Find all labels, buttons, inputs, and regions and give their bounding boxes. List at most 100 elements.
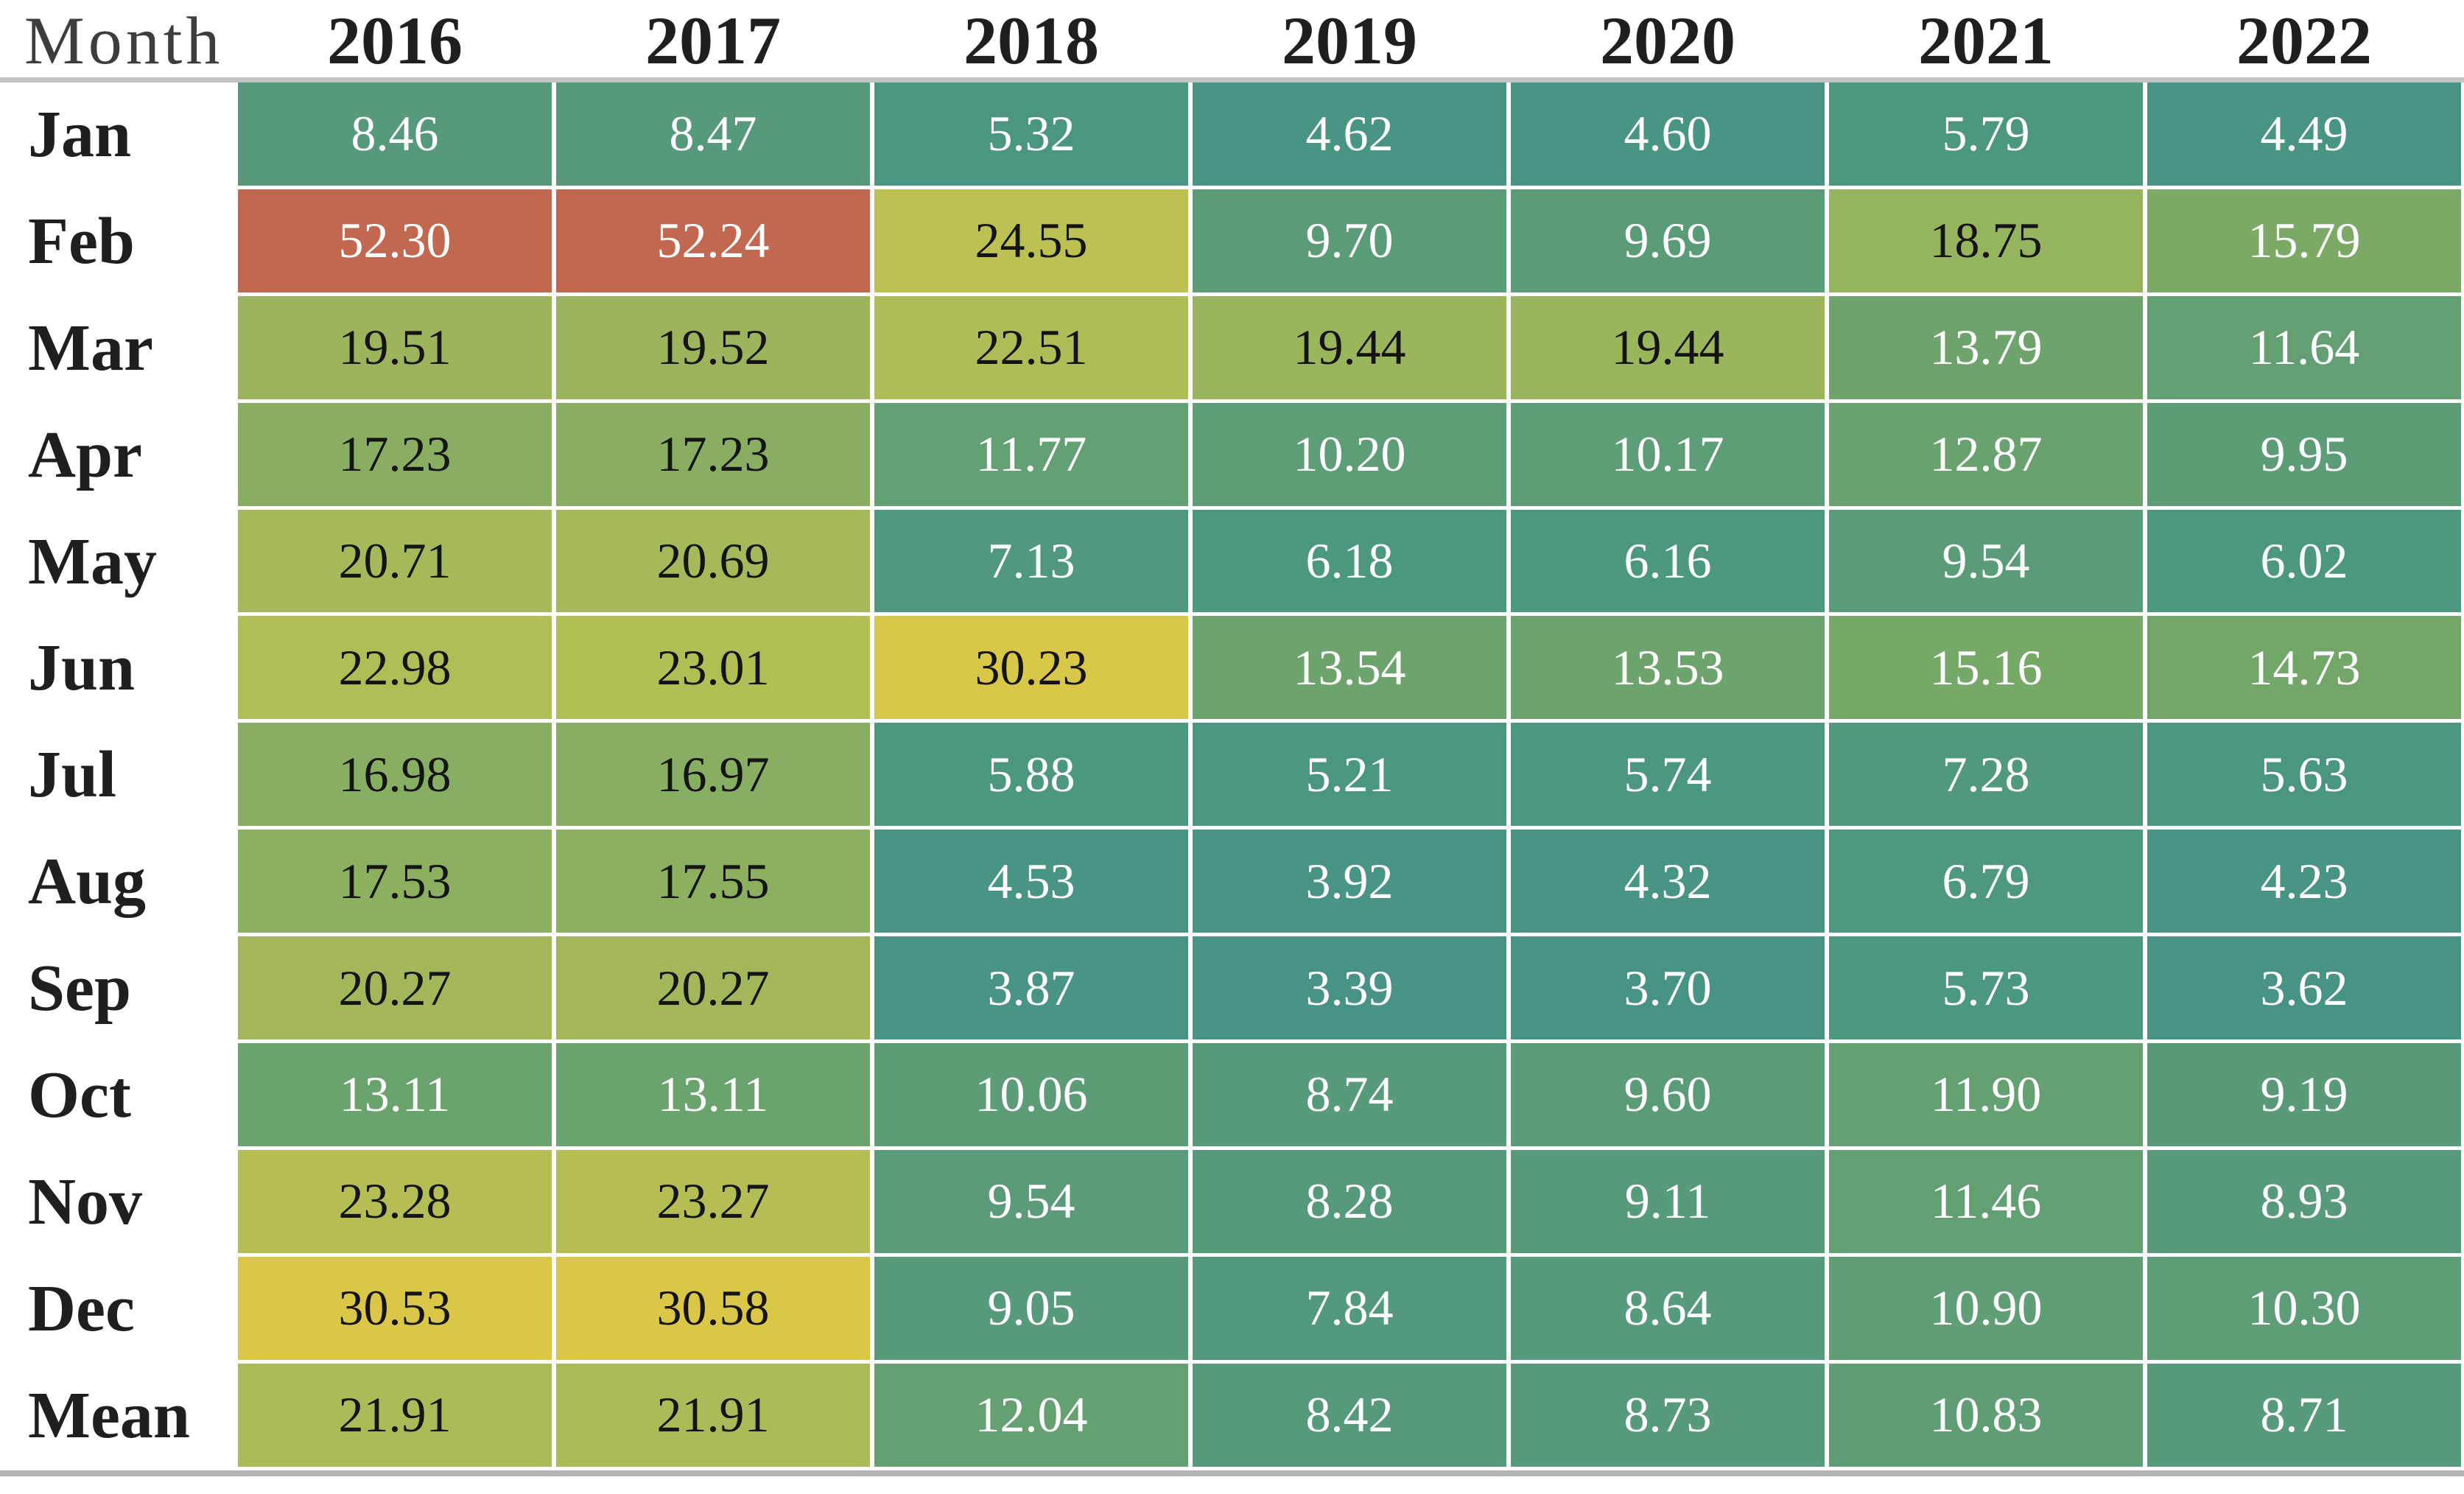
heatmap-cell-Apr-2021: 12.87 [1827,401,2145,508]
cell-value: 7.28 [1829,723,2143,827]
cell-value: 23.27 [556,1149,870,1253]
heatmap-cell-Jan-2017: 8.47 [554,81,872,188]
heatmap-cell-Feb-2020: 9.69 [1509,188,1827,295]
row-label-Feb: Feb [0,187,236,295]
cell-value: 9.95 [2147,402,2461,506]
heatmap-cell-May-2021: 9.54 [1827,508,2145,615]
cell-value: 3.62 [2147,936,2461,1040]
cell-value: 8.46 [238,83,552,186]
heatmap-cell-Jun-2020: 13.53 [1509,614,1827,721]
cell-value: 6.79 [1829,830,2143,933]
heatmap-cell-Aug-2017: 17.55 [554,828,872,935]
cell-value: 8.71 [2147,1363,2461,1467]
heatmap-cell-Apr-2019: 10.20 [1190,401,1509,508]
cell-value: 8.64 [1511,1256,1825,1360]
column-header-month: Month [24,3,224,78]
cell-value: 16.97 [556,723,870,827]
heatmap-cell-Oct-2017: 13.11 [554,1042,872,1148]
cell-value: 10.30 [2147,1256,2461,1360]
row-label-Nov: Nov [0,1148,236,1255]
cell-value: 8.28 [1193,1149,1506,1253]
heatmap-cell-Sep-2016: 20.27 [236,935,554,1042]
cell-value: 10.90 [1829,1256,2143,1360]
column-header-year-2022: 2022 [2236,3,2372,78]
cell-value: 9.11 [1511,1149,1825,1253]
cell-value: 20.27 [238,936,552,1040]
heatmap-cell-Nov-2019: 8.28 [1190,1148,1509,1255]
cell-value: 52.24 [556,189,870,292]
cell-value: 5.32 [874,83,1188,186]
cell-value: 17.55 [556,830,870,933]
heatmap-cell-Apr-2017: 17.23 [554,401,872,508]
heatmap-cell-Dec-2017: 30.58 [554,1255,872,1362]
heatmap-cell-Jul-2017: 16.97 [554,721,872,828]
cell-value: 7.13 [874,509,1188,613]
cell-value: 14.73 [2147,616,2461,720]
heatmap-cell-Oct-2019: 8.74 [1190,1042,1509,1148]
heatmap-cell-Mean-2017: 21.91 [554,1362,872,1469]
heatmap-cell-Dec-2019: 7.84 [1190,1255,1509,1362]
column-header-year-2017: 2017 [645,3,781,78]
cell-value: 30.53 [238,1256,552,1360]
heatmap-cell-Jan-2018: 5.32 [872,81,1190,188]
row-label-Aug: Aug [0,828,236,936]
heatmap-cell-Mean-2016: 21.91 [236,1362,554,1469]
cell-value: 19.44 [1193,295,1506,399]
cell-value: 9.54 [874,1149,1188,1253]
cell-value: 19.44 [1511,295,1825,399]
heatmap-cell-Mean-2022: 8.71 [2145,1362,2463,1469]
heatmap-cell-Oct-2022: 9.19 [2145,1042,2463,1148]
heatmap-cell-Mar-2017: 19.52 [554,295,872,401]
cell-value: 12.04 [874,1363,1188,1467]
cell-value: 15.16 [1829,616,2143,720]
cell-value: 17.23 [556,402,870,506]
cell-value: 10.17 [1511,402,1825,506]
heatmap-cell-Jan-2019: 4.62 [1190,81,1509,188]
cell-value: 5.79 [1829,83,2143,186]
row-label-Apr: Apr [0,401,236,508]
cell-value: 52.30 [238,189,552,292]
cell-value: 9.60 [1511,1043,1825,1146]
row-label-May: May [0,508,236,615]
heatmap-cell-Jun-2021: 15.16 [1827,614,2145,721]
heatmap-cell-Jan-2016: 8.46 [236,81,554,188]
cell-value: 10.06 [874,1043,1188,1146]
cell-value: 6.02 [2147,509,2461,613]
cell-value: 17.53 [238,830,552,933]
heatmap-cell-Jun-2018: 30.23 [872,614,1190,721]
heatmap-cell-Mar-2016: 19.51 [236,295,554,401]
cell-value: 4.60 [1511,83,1825,186]
cell-value: 8.47 [556,83,870,186]
cell-value: 9.54 [1829,509,2143,613]
cell-value: 20.71 [238,509,552,613]
heatmap-cell-Jul-2021: 7.28 [1827,721,2145,828]
heatmap-cell-Jun-2022: 14.73 [2145,614,2463,721]
cell-value: 11.77 [874,402,1188,506]
row-label-Dec: Dec [0,1255,236,1362]
cell-value: 30.23 [874,616,1188,720]
heatmap-cell-Jan-2020: 4.60 [1509,81,1827,188]
cell-value: 11.90 [1829,1043,2143,1146]
heatmap-cell-Feb-2017: 52.24 [554,188,872,295]
cell-value: 22.51 [874,295,1188,399]
heatmap-cell-Mar-2022: 11.64 [2145,295,2463,401]
heatmap-cell-Jun-2016: 22.98 [236,614,554,721]
column-header-year-2018: 2018 [964,3,1099,78]
column-header-year-2019: 2019 [1282,3,1417,78]
heatmap-cell-Sep-2017: 20.27 [554,935,872,1042]
cell-value: 3.92 [1193,830,1506,933]
cell-value: 3.39 [1193,936,1506,1040]
cell-value: 8.73 [1511,1363,1825,1467]
heatmap-cell-Jul-2016: 16.98 [236,721,554,828]
heatmap-cell-Aug-2020: 4.32 [1509,828,1827,935]
heatmap-cell-Aug-2019: 3.92 [1190,828,1509,935]
heatmap-cell-Jul-2022: 5.63 [2145,721,2463,828]
heatmap-cell-Jun-2019: 13.54 [1190,614,1509,721]
cell-value: 11.46 [1829,1149,2143,1253]
table-bottom-line [0,1470,2464,1476]
heatmap-cell-Nov-2016: 23.28 [236,1148,554,1255]
heatmap-cell-Nov-2021: 11.46 [1827,1148,2145,1255]
heatmap-cell-Jul-2019: 5.21 [1190,721,1509,828]
